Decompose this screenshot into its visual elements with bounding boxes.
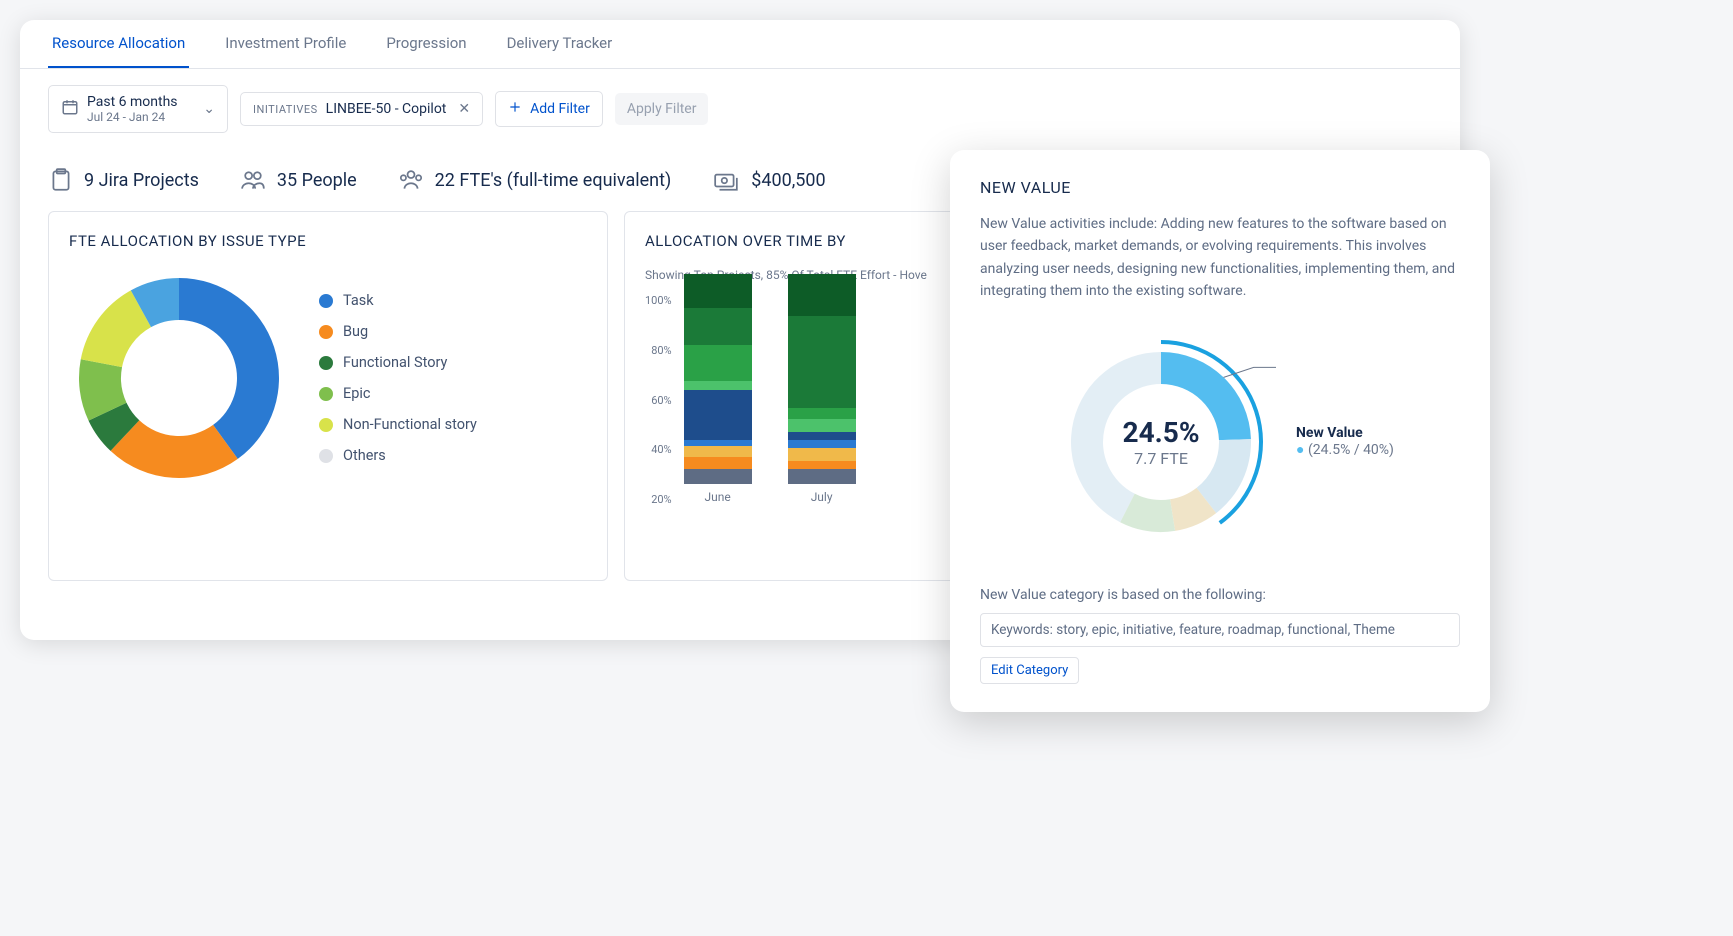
legend-dot <box>319 387 333 401</box>
people-icon <box>239 167 267 193</box>
chevron-down-icon: ⌄ <box>203 101 215 117</box>
money-icon <box>711 167 741 193</box>
legend-item: Task <box>319 292 477 309</box>
date-range: Jul 24 - Jan 24 <box>87 110 178 124</box>
legend-label: Functional Story <box>343 354 447 371</box>
date-title: Past 6 months <box>87 94 178 110</box>
legend-label: Task <box>343 292 374 309</box>
plus-icon <box>508 100 522 118</box>
legend-label: Bug <box>343 323 368 340</box>
stat-projects: 9 Jira Projects <box>48 167 199 193</box>
stat-projects-text: 9 Jira Projects <box>84 170 199 191</box>
popover-fte: 7.7 FTE <box>1123 449 1200 468</box>
new-value-popover: NEW VALUE New Value activities include: … <box>950 150 1490 712</box>
add-filter-button[interactable]: Add Filter <box>495 91 603 127</box>
legend-item: Bug <box>319 323 477 340</box>
edit-category-button[interactable]: Edit Category <box>980 657 1079 684</box>
stacked-bar <box>684 274 752 484</box>
tab-investment-profile[interactable]: Investment Profile <box>221 20 350 68</box>
legend-item: Non-Functional story <box>319 416 477 433</box>
dashboard-window: Resource Allocation Investment Profile P… <box>20 20 1460 640</box>
fte-legend: Task Bug Functional Story Epic Non-Functiona… <box>319 292 477 464</box>
fte-allocation-panel: FTE ALLOCATION BY ISSUE TYPE Task Bug Func… <box>48 211 608 581</box>
popover-percent: 24.5% <box>1123 416 1200 449</box>
legend-item: Others <box>319 447 477 464</box>
stat-cost-text: $400,500 <box>751 170 825 191</box>
stat-fte-text: 22 FTE's (full-time equivalent) <box>435 170 672 191</box>
filter-bar: Past 6 months Jul 24 - Jan 24 ⌄ INITIATI… <box>20 69 1460 149</box>
callout-title: New Value <box>1296 425 1394 441</box>
legend-dot <box>319 294 333 308</box>
tab-progression[interactable]: Progression <box>382 20 470 68</box>
fte-panel-title: FTE ALLOCATION BY ISSUE TYPE <box>69 232 587 250</box>
legend-dot <box>319 325 333 339</box>
bar-label: June <box>704 490 730 504</box>
legend-label: Others <box>343 447 386 464</box>
bar-label: July <box>811 490 833 504</box>
apply-filter-button: Apply Filter <box>615 93 709 125</box>
team-icon <box>397 167 425 193</box>
popover-title: NEW VALUE <box>980 178 1460 197</box>
callout-sub: ● (24.5% / 40%) <box>1296 441 1394 458</box>
tab-delivery-tracker[interactable]: Delivery Tracker <box>503 20 617 68</box>
clipboard-icon <box>48 167 74 193</box>
fte-donut-chart <box>69 268 289 488</box>
popover-footer-label: New Value category is based on the follo… <box>980 587 1460 603</box>
legend-dot <box>319 356 333 370</box>
stat-people: 35 People <box>239 167 357 193</box>
legend-dot <box>319 449 333 463</box>
initiative-chip[interactable]: INITIATIVES LINBEE-50 - Copilot ✕ <box>240 92 483 126</box>
stacked-bar <box>788 274 856 484</box>
tab-bar: Resource Allocation Investment Profile P… <box>20 20 1460 69</box>
add-filter-label: Add Filter <box>530 101 590 117</box>
legend-item: Epic <box>319 385 477 402</box>
keywords-box: Keywords: story, epic, initiative, featu… <box>980 613 1460 647</box>
stat-people-text: 35 People <box>277 170 357 191</box>
legend-label: Non-Functional story <box>343 416 477 433</box>
initiative-label: INITIATIVES <box>253 103 318 116</box>
tab-resource-allocation[interactable]: Resource Allocation <box>48 20 189 68</box>
legend-label: Epic <box>343 385 371 402</box>
remove-chip-icon[interactable]: ✕ <box>454 101 470 117</box>
stacked-bars: June July <box>684 294 856 504</box>
y-axis: 100%80%60%40%20% <box>645 294 672 524</box>
legend-item: Functional Story <box>319 354 477 371</box>
stat-cost: $400,500 <box>711 167 825 193</box>
legend-dot <box>319 418 333 432</box>
calendar-icon <box>61 98 79 120</box>
popover-callout: New Value ● (24.5% / 40%) <box>1296 425 1394 458</box>
popover-description: New Value activities include: Adding new… <box>980 213 1460 303</box>
initiative-value: LINBEE-50 - Copilot <box>326 101 447 117</box>
stat-fte: 22 FTE's (full-time equivalent) <box>397 167 672 193</box>
date-range-picker[interactable]: Past 6 months Jul 24 - Jan 24 ⌄ <box>48 85 228 133</box>
apply-filter-label: Apply Filter <box>627 101 697 117</box>
